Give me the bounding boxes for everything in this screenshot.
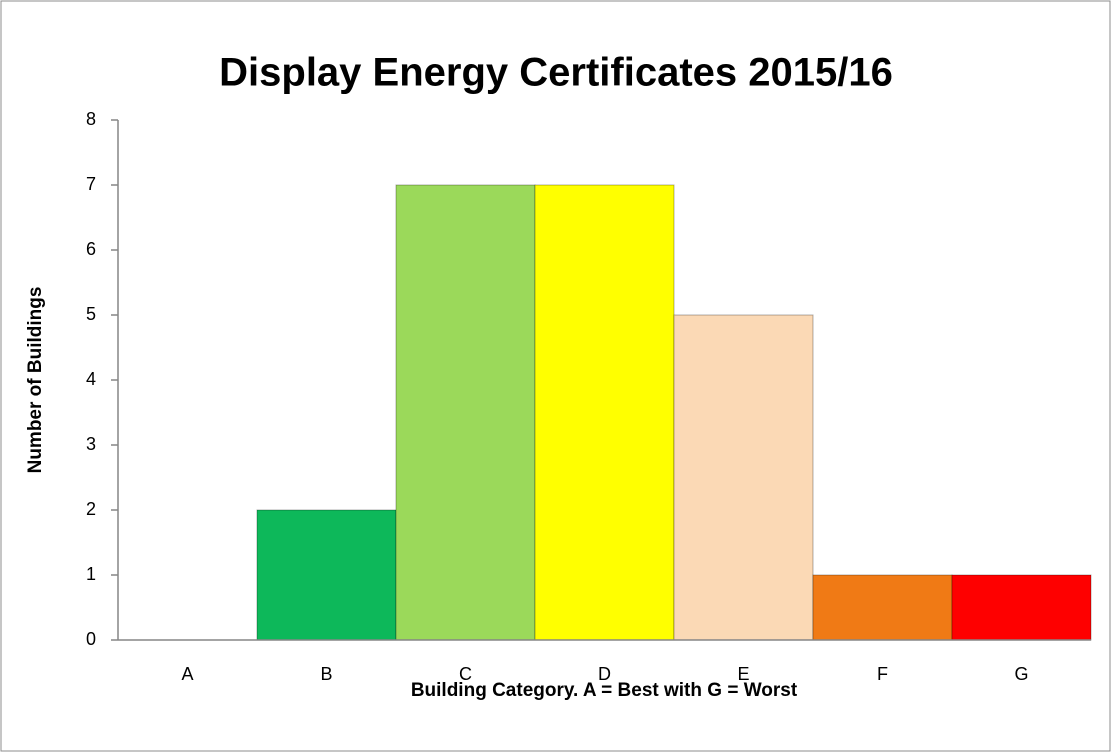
x-tick-label: F xyxy=(877,664,888,684)
chart-title: Display Energy Certificates 2015/16 xyxy=(219,51,893,95)
y-tick-label: 5 xyxy=(86,304,96,324)
y-tick-label: 0 xyxy=(86,629,96,649)
bar xyxy=(395,184,536,641)
x-axis-label: Building Category. A = Best with G = Wor… xyxy=(411,680,798,701)
bar xyxy=(951,574,1092,641)
x-tick-label: E xyxy=(737,664,749,684)
bar xyxy=(256,509,397,641)
y-tick-label: 2 xyxy=(86,499,96,519)
y-tick-label: 1 xyxy=(86,564,96,584)
x-tick-label: C xyxy=(459,664,472,684)
x-tick-label: G xyxy=(1014,664,1028,684)
x-tick-label: A xyxy=(181,664,193,684)
x-tick-label: D xyxy=(598,664,611,684)
x-tick-label: B xyxy=(320,664,332,684)
bar xyxy=(812,574,953,641)
bar xyxy=(673,314,814,641)
y-tick-label: 7 xyxy=(86,174,96,194)
y-axis-label: Number of Buildings xyxy=(25,287,46,474)
y-tick-label: 6 xyxy=(86,239,96,259)
y-tick-label: 3 xyxy=(86,434,96,454)
y-tick-label: 8 xyxy=(86,109,96,129)
bar xyxy=(534,184,675,641)
y-tick-label: 4 xyxy=(86,369,96,389)
